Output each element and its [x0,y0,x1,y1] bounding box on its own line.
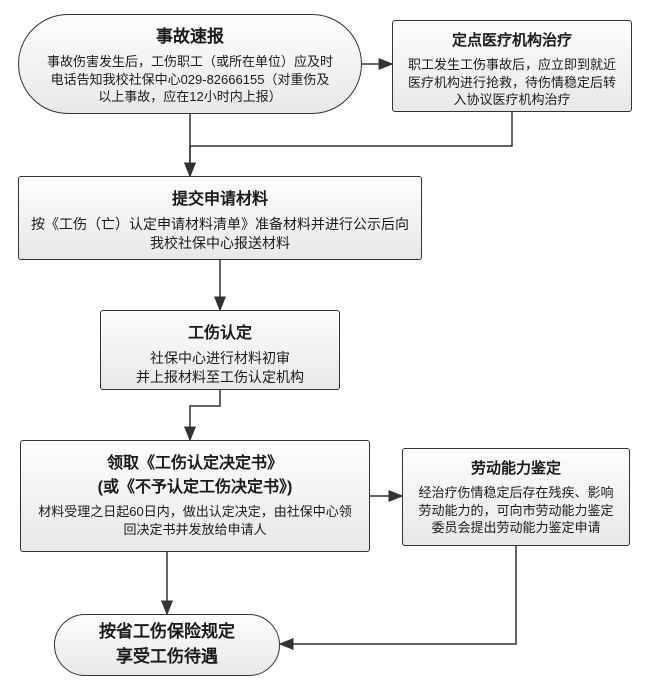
node-injury-determination: 工伤认定 社保中心进行材料初审并上报材料至工伤认定机构 [100,310,340,390]
node-accident-report: 事故速报 事故伤害发生后，工伤职工（或所在单位）应及时电话告知我校社保中心029… [18,14,362,114]
node-title: 工伤认定 [113,319,327,343]
edge-n6-n7 [280,546,516,644]
node-body: 职工发生工伤事故后，应立即到就近医疗机构进行抢救，待伤情稳定后转入协议医疗机构治… [405,56,619,109]
node-title: 事故速报 [47,22,333,47]
node-body: 经治疗伤情稳定后存在残疾、影响劳动能力的，可向市劳动能力鉴定委员会提出劳动能力鉴… [415,484,617,537]
node-body: 按《工伤（亡）认定申请材料清单》准备材料并进行公示后向我校社保中心报送材料 [31,215,409,253]
node-body: 社保中心进行材料初审并上报材料至工伤认定机构 [113,349,327,387]
node-submit-materials: 提交申请材料 按《工伤（亡）认定申请材料清单》准备材料并进行公示后向我校社保中心… [18,176,422,260]
node-body: 事故伤害发生后，工伤职工（或所在单位）应及时电话告知我校社保中心029-8266… [47,53,333,106]
edge-n4-n5 [190,390,220,440]
edge-n2-n3 [190,112,512,176]
node-receive-decision: 领取《工伤认定决定书》(或《不予认定工伤决定书》) 材料受理之日起60日内，做出… [20,440,370,552]
node-title: 定点医疗机构治疗 [405,29,619,50]
node-title: 领取《工伤认定决定书》(或《不予认定工伤决定书》) [33,449,357,497]
node-title: 按省工伤保险规定享受工伤待遇 [83,617,251,667]
node-title: 提交申请材料 [31,185,409,209]
node-enjoy-benefits: 按省工伤保险规定享受工伤待遇 [54,614,280,676]
node-capacity-assessment: 劳动能力鉴定 经治疗伤情稳定后存在残疾、影响劳动能力的，可向市劳动能力鉴定委员会… [402,448,630,546]
node-medical-treatment: 定点医疗机构治疗 职工发生工伤事故后，应立即到就近医疗机构进行抢救，待伤情稳定后… [392,20,632,112]
node-body: 材料受理之日起60日内，做出认定决定，由社保中心领回决定书并发放给申请人 [33,503,357,538]
node-title: 劳动能力鉴定 [415,457,617,478]
